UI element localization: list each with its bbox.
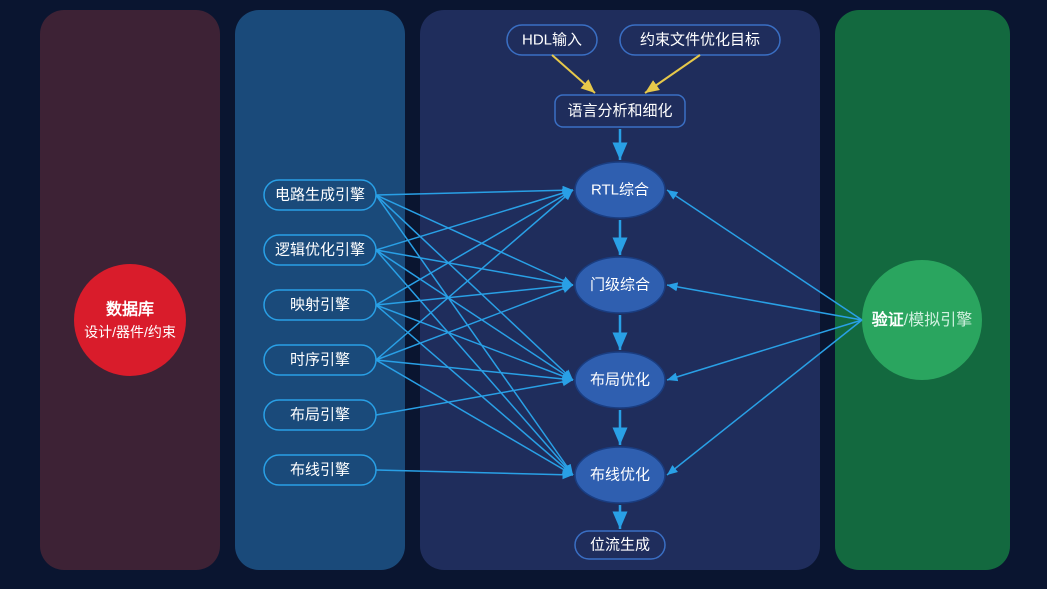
flow-diagram: 数据库设计/器件/约束 电路生成引擎逻辑优化引擎映射引擎时序引擎布局引擎布线引擎 H… (0, 0, 1047, 589)
svg-text:数据库: 数据库 (106, 300, 154, 319)
svg-text:验证/模拟引擎: 验证/模拟引擎 (872, 310, 972, 329)
svg-text:逻辑优化引擎: 逻辑优化引擎 (275, 242, 365, 259)
svg-text:映射引擎: 映射引擎 (290, 297, 350, 314)
svg-text:布局优化: 布局优化 (590, 372, 650, 389)
svg-text:电路生成引擎: 电路生成引擎 (275, 187, 365, 204)
svg-text:位流生成: 位流生成 (590, 537, 650, 554)
database-node (74, 264, 186, 376)
svg-text:约束文件优化目标: 约束文件优化目标 (640, 32, 760, 49)
svg-text:门级综合: 门级综合 (590, 277, 650, 294)
svg-text:布局引擎: 布局引擎 (290, 407, 350, 424)
svg-text:时序引擎: 时序引擎 (290, 352, 350, 369)
svg-text:RTL综合: RTL综合 (591, 182, 649, 199)
svg-text:HDL输入: HDL输入 (522, 32, 582, 49)
svg-text:布线引擎: 布线引擎 (290, 462, 350, 479)
svg-text:语言分析和细化: 语言分析和细化 (567, 103, 672, 120)
svg-text:布线优化: 布线优化 (590, 467, 650, 484)
svg-text:设计/器件/约束: 设计/器件/约束 (84, 324, 176, 340)
